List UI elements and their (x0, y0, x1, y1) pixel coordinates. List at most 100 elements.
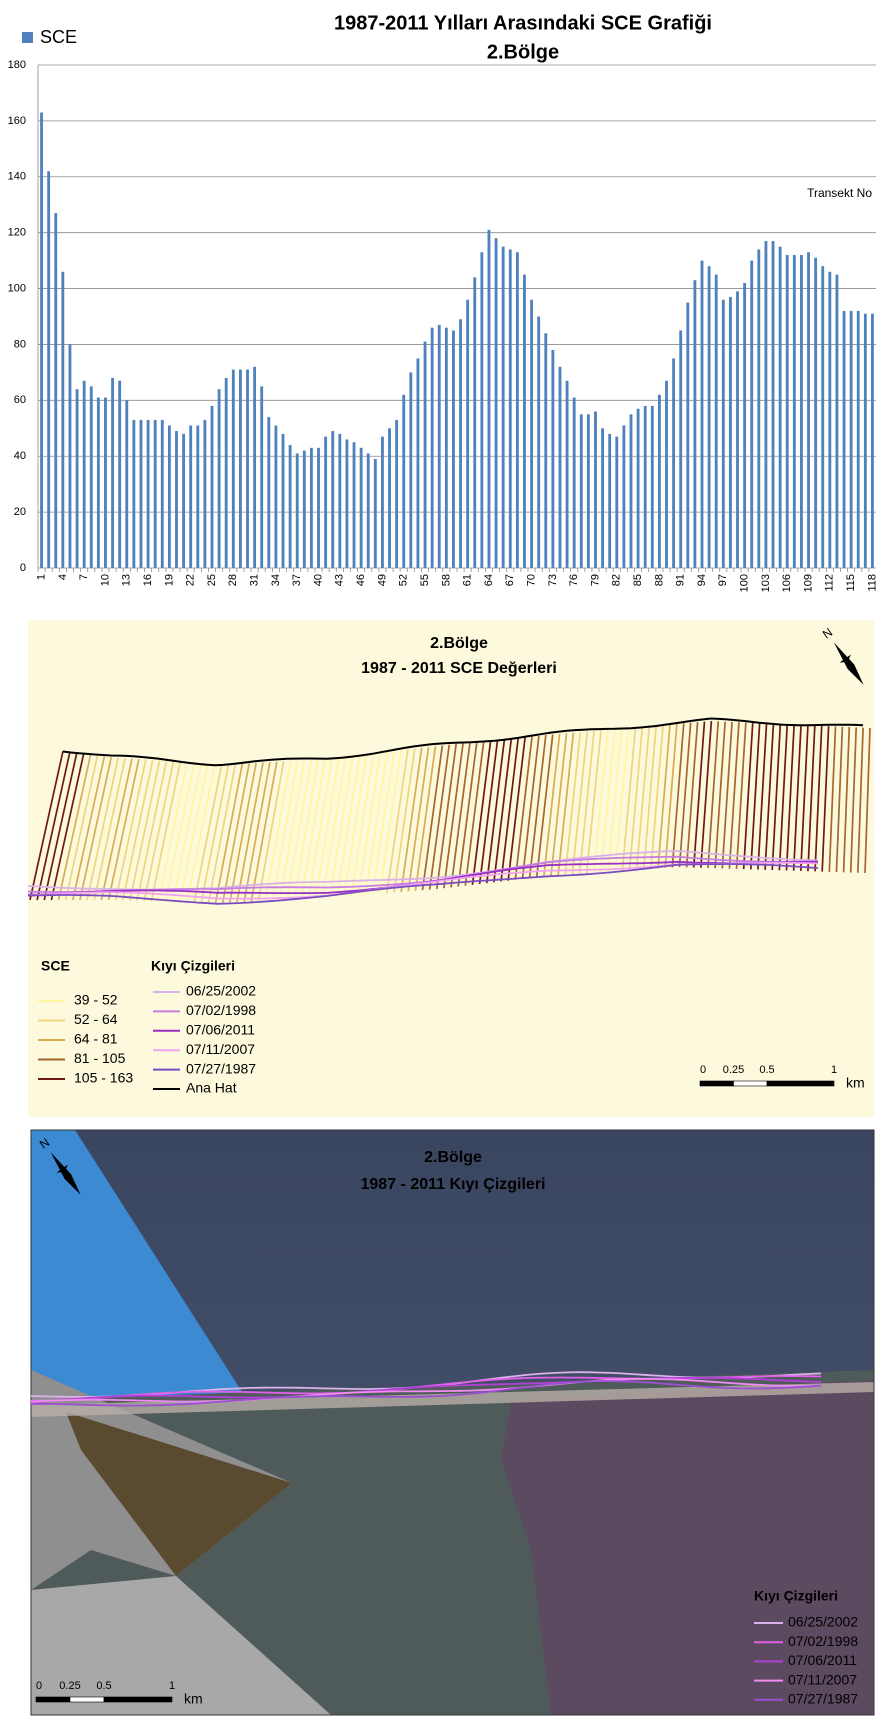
x-tick-label: 37 (291, 574, 303, 586)
bar (508, 249, 512, 568)
transect (585, 730, 602, 874)
transect (186, 764, 216, 903)
baseline (62, 717, 864, 767)
bar (210, 405, 214, 568)
bar (856, 310, 860, 568)
fields (31, 1576, 331, 1715)
bar (785, 255, 789, 568)
bar (224, 377, 228, 568)
bar (118, 380, 122, 568)
bar (196, 425, 200, 568)
bar (324, 436, 328, 568)
bar (565, 380, 569, 568)
x-tick-label: 94 (696, 574, 708, 586)
bar (111, 377, 114, 568)
bar (40, 112, 43, 568)
delta (66, 1412, 292, 1576)
x-tick-label: 70 (525, 574, 537, 586)
transect (136, 761, 168, 901)
bar (402, 394, 406, 568)
transect (464, 741, 485, 886)
transect (864, 727, 871, 874)
transect (443, 743, 464, 889)
legend-label: 07/11/2007 (186, 1041, 255, 1057)
transect (364, 751, 389, 896)
x-tick-label: 13 (121, 574, 133, 586)
bar (96, 397, 100, 568)
bar (388, 428, 391, 568)
y-tick-label: 20 (14, 506, 26, 518)
y-tick-label: 140 (8, 171, 26, 183)
scale-segment (69, 1696, 105, 1703)
transect (100, 758, 133, 901)
transect (86, 757, 120, 901)
bar (395, 419, 399, 568)
bar (629, 414, 633, 568)
legend-label: 06/25/2002 (186, 983, 256, 999)
chart-subtitle: 2.Bölge (487, 41, 559, 63)
bar (636, 408, 640, 568)
transect (221, 763, 251, 903)
transect (428, 744, 451, 890)
transect (664, 723, 678, 868)
legend-label: 39 - 52 (74, 992, 118, 1008)
x-tick-label: 103 (760, 574, 772, 592)
transect (714, 721, 727, 869)
transect (642, 725, 658, 870)
bar (281, 433, 285, 568)
transect (293, 759, 320, 900)
transect (107, 759, 140, 901)
x-tick-label: 10 (99, 574, 111, 586)
bar (331, 431, 335, 568)
map-background (28, 620, 874, 1117)
scale-label: 0.25 (723, 1064, 744, 1076)
x-tick-label: 31 (249, 574, 261, 586)
transect (236, 762, 264, 903)
bar (217, 389, 221, 568)
y-tick-label: 40 (14, 450, 26, 462)
bar-chart: 1987-2011 Yılları Arasındaki SCE Grafiği… (8, 12, 879, 592)
bar (721, 299, 725, 568)
x-tick-label: 88 (653, 574, 665, 586)
bar (409, 372, 413, 568)
transect (849, 727, 858, 873)
transect (129, 760, 161, 901)
bar (61, 271, 65, 568)
transect (557, 732, 575, 876)
bar (366, 453, 370, 568)
legend-label: Ana Hat (186, 1080, 237, 1096)
transect (171, 763, 202, 902)
bar (189, 425, 193, 568)
x-tick-label: 1 (35, 574, 47, 580)
bar (89, 386, 93, 568)
bar (452, 330, 455, 568)
legend-label: SCE (40, 27, 77, 47)
bar (182, 433, 186, 568)
transect (307, 758, 333, 900)
legend-label: 07/02/1998 (788, 1633, 858, 1649)
y-tick-label: 100 (8, 282, 26, 294)
bar (643, 405, 647, 568)
bar (714, 274, 718, 568)
transect (414, 746, 437, 891)
transect (835, 726, 844, 873)
transect (821, 726, 830, 872)
bar (487, 229, 491, 568)
bar (153, 419, 157, 568)
transect (57, 754, 92, 901)
transect (328, 755, 354, 898)
transect (93, 757, 126, 901)
transect (757, 723, 768, 870)
bar (842, 310, 846, 568)
transect (357, 752, 382, 896)
scale-segment (103, 1696, 173, 1703)
transect (785, 724, 795, 871)
transect (157, 762, 188, 902)
transect (214, 763, 244, 904)
bar (871, 313, 874, 568)
transect (857, 727, 864, 873)
transect (143, 761, 175, 902)
shoreline (30, 1378, 822, 1403)
transect (771, 724, 782, 871)
transect (600, 729, 616, 873)
